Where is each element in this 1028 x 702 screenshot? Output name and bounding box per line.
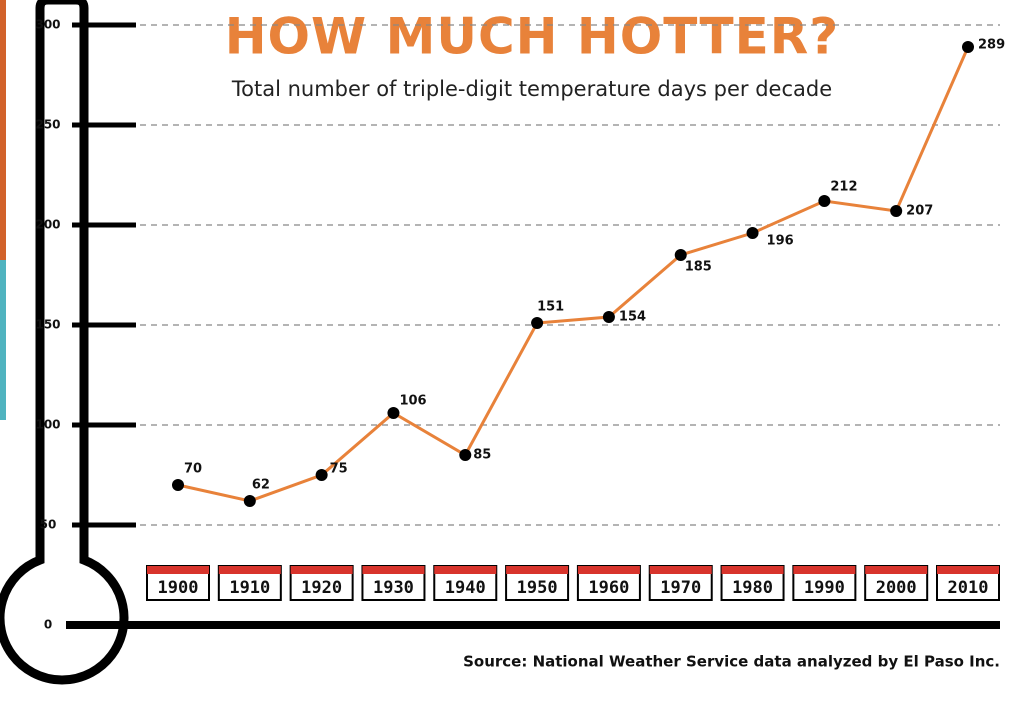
calendar-band <box>577 566 640 574</box>
calendar-band <box>937 566 999 574</box>
data-point <box>746 227 759 239</box>
data-point <box>172 479 184 491</box>
value-label: 185 <box>685 260 712 275</box>
value-label: 212 <box>830 180 857 195</box>
calendar-band <box>434 566 497 574</box>
x-tick-label: 1940 <box>445 578 486 598</box>
source: Source: National Weather Service data an… <box>463 653 1000 671</box>
x-tick-label: 1990 <box>804 578 845 598</box>
value-label: 151 <box>537 300 564 315</box>
calendar-band <box>721 566 784 574</box>
calendar-band <box>218 566 281 574</box>
data-point <box>459 449 472 461</box>
chart-title: HOW MUCH HOTTER? <box>225 8 840 66</box>
y-tick-label: 0 <box>44 618 52 632</box>
y-tick-label: 50 <box>40 518 57 532</box>
value-label: 154 <box>619 310 646 325</box>
x-tick-label: 1950 <box>517 578 558 598</box>
x-tick-label: 1960 <box>588 578 629 598</box>
y-tick-label: 100 <box>35 418 60 432</box>
data-point <box>531 317 544 329</box>
x-tick-label: 1970 <box>660 578 701 598</box>
calendar-band <box>362 566 425 574</box>
edge-strip <box>0 0 6 260</box>
series-line <box>177 46 970 503</box>
calendar-band <box>649 566 712 574</box>
x-tick-label: 1930 <box>373 578 414 598</box>
chart-subtitle: Total number of triple-digit temperature… <box>231 77 832 101</box>
edge-strip <box>0 260 6 420</box>
value-label: 207 <box>906 204 933 219</box>
data-point <box>387 407 400 419</box>
value-label: 85 <box>473 448 491 463</box>
calendar-band <box>865 566 928 574</box>
x-tick-label: 1920 <box>301 578 342 598</box>
data-point <box>818 195 831 207</box>
calendar-band <box>147 566 209 574</box>
x-tick-label: 2000 <box>876 578 917 598</box>
thermometer <box>0 0 129 685</box>
data-point <box>890 205 903 217</box>
calendar-band <box>506 566 569 574</box>
calendar-band <box>793 566 856 574</box>
y-tick-label: 250 <box>35 118 60 132</box>
y-tick-label: 300 <box>35 18 60 32</box>
x-tick-label: 1980 <box>732 578 773 598</box>
calendar-band <box>290 566 353 574</box>
value-label: 196 <box>767 234 794 249</box>
data-point <box>315 469 328 481</box>
x-tick-label: 2010 <box>948 578 989 598</box>
x-tick-label: 1900 <box>158 578 199 598</box>
value-label: 62 <box>252 478 270 493</box>
data-point <box>962 41 974 53</box>
value-label: 75 <box>330 462 348 477</box>
data-point <box>602 311 615 323</box>
y-tick-label: 150 <box>35 318 60 332</box>
x-tick-label: 1910 <box>229 578 270 598</box>
value-label: 289 <box>978 38 1005 53</box>
data-point <box>243 495 256 507</box>
data-point <box>674 249 687 261</box>
value-label: 106 <box>399 394 426 409</box>
value-label: 70 <box>184 462 202 477</box>
y-tick-label: 200 <box>35 218 60 232</box>
